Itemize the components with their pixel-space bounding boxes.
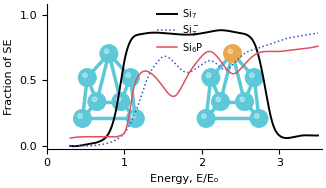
- Legend: Si$_7$, Si$_7^-$, Si$_6$P: Si$_7$, Si$_7^-$, Si$_6$P: [156, 6, 204, 55]
- Y-axis label: Fraction of SE: Fraction of SE: [4, 38, 14, 115]
- X-axis label: Energy, E/Eₒ: Energy, E/Eₒ: [150, 174, 219, 184]
